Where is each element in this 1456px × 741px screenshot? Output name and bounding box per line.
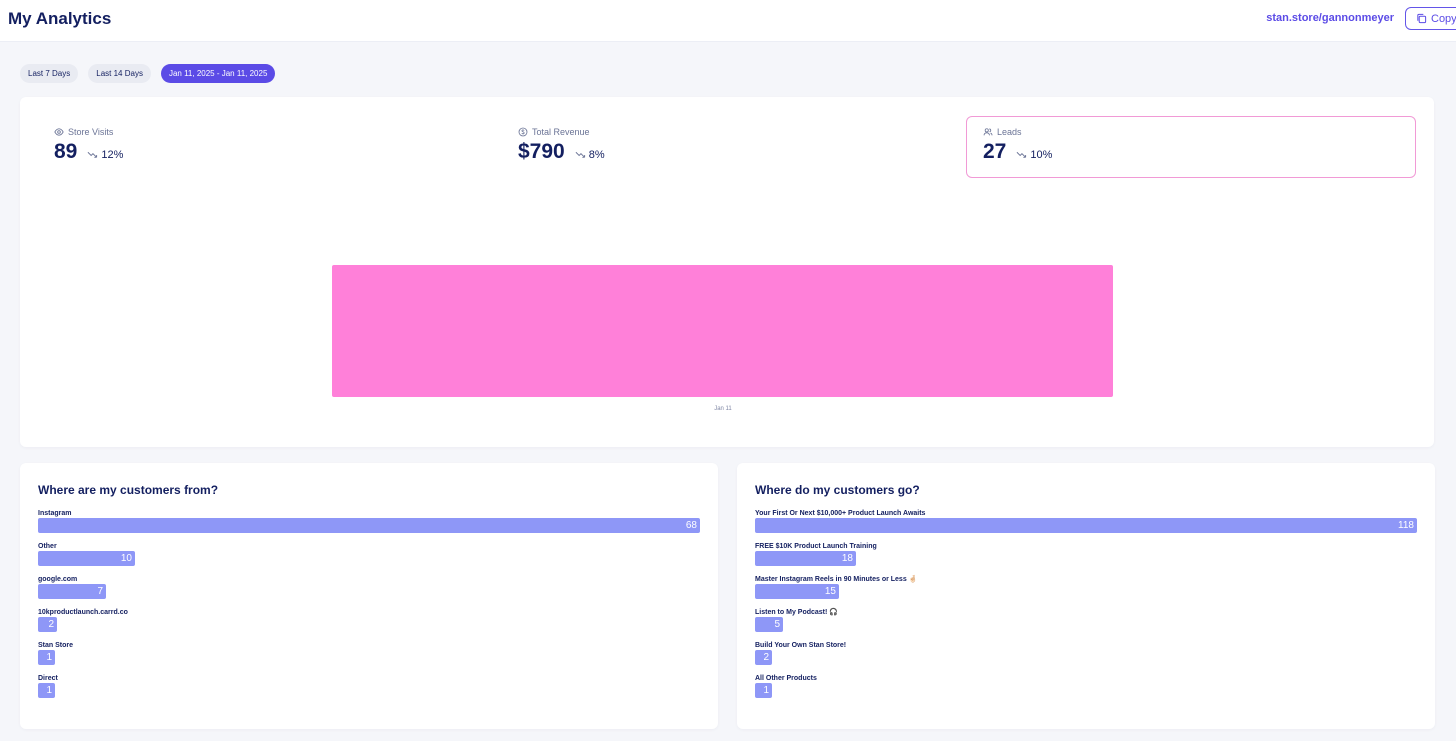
chart-x-tick-label: Jan 11: [714, 406, 732, 412]
source-bar[interactable]: 1: [38, 650, 55, 665]
store-link[interactable]: stan.store/gannonmeyer: [1266, 12, 1394, 24]
page-title: My Analytics: [8, 9, 112, 28]
metric-label-row: Store Visits: [54, 127, 472, 137]
top-header: My Analytics stan.store/gannonmeyer Copy: [0, 0, 1456, 42]
destination-label: Your First Or Next $10,000+ Product Laun…: [755, 510, 926, 517]
destinations-list: Your First Or Next $10,000+ Product Laun…: [755, 509, 1417, 698]
copy-button-label: Copy: [1431, 12, 1456, 25]
destination-bar[interactable]: 5: [755, 617, 783, 632]
filter-last-7-days[interactable]: Last 7 Days: [20, 64, 79, 83]
metric-store-visits[interactable]: Store Visits 89 12%: [38, 117, 488, 179]
metric-label: Store Visits: [68, 127, 114, 137]
source-bar[interactable]: 2: [38, 617, 57, 632]
source-label: google.com: [38, 576, 78, 583]
destinations-card: Where do my customers go? Your First Or …: [737, 463, 1435, 729]
source-label: Direct: [38, 675, 58, 682]
metric-label-row: Leads: [983, 127, 1399, 137]
source-bar[interactable]: 10: [38, 551, 135, 566]
metric-value-row: 89 12%: [54, 141, 472, 162]
metric-label-row: Total Revenue: [518, 127, 936, 137]
copy-button[interactable]: Copy: [1405, 7, 1456, 30]
source-bar[interactable]: 68: [38, 518, 700, 533]
destination-bar[interactable]: 15: [755, 584, 839, 599]
chart-bar-jan-11[interactable]: [332, 265, 1113, 397]
copy-icon: [1417, 13, 1427, 24]
metric-total-revenue[interactable]: Total Revenue $790 8%: [502, 117, 952, 179]
sources-title: Where are my customers from?: [38, 483, 219, 497]
trend-down-icon: [1016, 151, 1027, 158]
sources-card: Where are my customers from? Instagram 68…: [20, 463, 718, 729]
trend-down-icon: [575, 151, 585, 158]
source-label: Other: [38, 543, 57, 550]
metric-delta-value: 10%: [1030, 149, 1053, 161]
users-icon: [983, 128, 993, 136]
destination-label: FREE $10K Product Launch Training: [755, 543, 877, 550]
metric-label: Leads: [997, 127, 1022, 137]
destination-label: Build Your Own Stan Store!: [755, 642, 847, 649]
metric-label: Total Revenue: [532, 127, 590, 137]
source-bar[interactable]: 7: [38, 584, 106, 599]
destination-bar[interactable]: 1: [755, 683, 772, 698]
metric-value-row: 27 10%: [983, 141, 1399, 162]
overview-card: Store Visits 89 12% Total Revenue $790 8…: [20, 97, 1434, 447]
source-label: Instagram: [38, 510, 72, 517]
source-label: Stan Store: [38, 642, 74, 649]
metric-value: $790: [518, 140, 565, 163]
source-bar[interactable]: 1: [38, 683, 55, 698]
metric-delta: 8%: [575, 149, 605, 161]
metric-delta: 10%: [1016, 149, 1052, 161]
eye-icon: [54, 128, 64, 136]
destination-label: All Other Products: [755, 675, 817, 682]
date-filter-group: Last 7 Days Last 14 Days Jan 11, 2025 - …: [20, 64, 276, 83]
destination-bar[interactable]: 2: [755, 650, 772, 665]
destinations-title: Where do my customers go?: [755, 483, 920, 497]
destination-bar[interactable]: 118: [755, 518, 1417, 533]
destination-label: Master Instagram Reels in 90 Minutes or …: [755, 576, 918, 583]
metric-delta-value: 8%: [588, 149, 605, 161]
destination-label: Listen to My Podcast! 🎧: [755, 609, 839, 616]
metric-delta: 12%: [87, 149, 123, 161]
metric-value: 89: [54, 140, 78, 163]
sources-list: Instagram 68 Other 10 google.com 7 10kproductl…: [38, 509, 700, 698]
trend-down-icon: [87, 151, 98, 158]
destination-bar[interactable]: 18: [755, 551, 856, 566]
filter-last-14-days[interactable]: Last 14 Days: [88, 64, 151, 83]
source-label: 10kproductlaunch.carrd.co: [38, 609, 128, 616]
metric-value: 27: [983, 140, 1007, 163]
dollar-icon: [518, 127, 528, 137]
metric-leads[interactable]: Leads 27 10%: [966, 116, 1416, 178]
metric-delta-value: 12%: [101, 149, 124, 161]
metric-value-row: $790 8%: [518, 141, 936, 162]
filter-date-range[interactable]: Jan 11, 2025 - Jan 11, 2025: [160, 64, 276, 83]
